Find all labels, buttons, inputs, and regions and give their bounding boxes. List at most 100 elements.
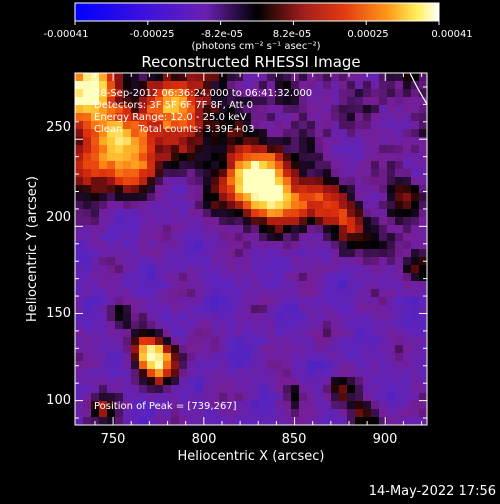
heatmap-cell — [411, 345, 420, 354]
heatmap-cell — [83, 305, 92, 314]
heatmap-cell — [419, 177, 427, 186]
heatmap-cell — [107, 169, 116, 178]
heatmap-cell — [163, 105, 172, 114]
heatmap-cell — [315, 393, 324, 402]
heatmap-cell — [371, 121, 380, 130]
heatmap-cell — [203, 401, 212, 410]
heatmap-cell — [355, 409, 364, 418]
heatmap-cell — [171, 393, 180, 402]
heatmap-cell — [195, 401, 204, 410]
heatmap-cell — [379, 265, 388, 274]
heatmap-cell — [339, 385, 348, 394]
heatmap-cell — [83, 321, 92, 330]
heatmap-cell — [411, 145, 420, 154]
heatmap-cell — [347, 73, 356, 82]
heatmap-cell — [387, 145, 396, 154]
heatmap-cell — [267, 81, 276, 90]
heatmap-cell — [219, 409, 228, 418]
heatmap-cell — [331, 121, 340, 130]
heatmap-cell — [115, 289, 124, 298]
heatmap-cell — [315, 233, 324, 242]
heatmap-cell — [363, 225, 372, 234]
heatmap-cell — [147, 313, 156, 322]
heatmap-cell — [291, 417, 300, 425]
heatmap-cell — [387, 113, 396, 122]
heatmap-cell — [339, 305, 348, 314]
heatmap-cell — [147, 361, 156, 370]
heatmap-cell — [403, 377, 412, 386]
heatmap-cell — [107, 225, 116, 234]
heatmap-cell — [387, 129, 396, 138]
heatmap-cell — [147, 321, 156, 330]
heatmap-cell — [107, 209, 116, 218]
heatmap-cell — [107, 105, 116, 114]
heatmap-cell — [179, 177, 188, 186]
heatmap-cell — [91, 73, 100, 82]
heatmap-cell — [363, 137, 372, 146]
heatmap-cell — [107, 121, 116, 130]
heatmap-cell — [259, 97, 268, 106]
heatmap-cell — [91, 321, 100, 330]
heatmap-cell — [219, 401, 228, 410]
heatmap-cell — [147, 369, 156, 378]
heatmap-cell — [299, 257, 308, 266]
heatmap-cell — [419, 353, 427, 362]
heatmap-cell — [131, 153, 140, 162]
heatmap-cell — [379, 273, 388, 282]
heatmap-cell — [123, 353, 132, 362]
heatmap-cell — [187, 105, 196, 114]
heatmap-cell — [115, 161, 124, 170]
heatmap-cell — [75, 289, 84, 298]
heatmap-cell — [251, 137, 260, 146]
heatmap-cell — [267, 145, 276, 154]
heatmap-cell — [419, 89, 427, 98]
heatmap-cell — [307, 81, 316, 90]
heatmap-cell — [75, 369, 84, 378]
heatmap-cell — [99, 409, 108, 418]
heatmap-cell — [355, 297, 364, 306]
heatmap-cell — [387, 305, 396, 314]
heatmap-cell — [291, 209, 300, 218]
heatmap-cell — [347, 361, 356, 370]
heatmap-cell — [267, 89, 276, 98]
heatmap-cell — [139, 417, 148, 425]
heatmap-cell — [283, 145, 292, 154]
heatmap-cell — [107, 249, 116, 258]
heatmap-cell — [195, 369, 204, 378]
heatmap-cell — [147, 129, 156, 138]
heatmap-cell — [403, 113, 412, 122]
heatmap-cell — [131, 321, 140, 330]
heatmap-cell — [163, 209, 172, 218]
heatmap-cell — [211, 161, 220, 170]
heatmap-cell — [267, 401, 276, 410]
heatmap-cell — [99, 321, 108, 330]
heatmap-cell — [379, 297, 388, 306]
heatmap-cell — [235, 305, 244, 314]
heatmap-cell — [203, 121, 212, 130]
heatmap-cell — [395, 361, 404, 370]
heatmap-cell — [91, 401, 100, 410]
heatmap-cell — [403, 153, 412, 162]
heatmap-cell — [347, 417, 356, 425]
heatmap-cell — [299, 281, 308, 290]
heatmap-cell — [371, 249, 380, 258]
heatmap-cell — [251, 105, 260, 114]
heatmap-cell — [131, 113, 140, 122]
heatmap-cell — [147, 329, 156, 338]
heatmap-cell — [179, 273, 188, 282]
heatmap-cell — [323, 73, 332, 82]
heatmap-cell — [283, 281, 292, 290]
heatmap-cell — [155, 153, 164, 162]
heatmap-cell — [235, 345, 244, 354]
heatmap-cell — [291, 361, 300, 370]
heatmap-cell — [339, 225, 348, 234]
heatmap-cell — [75, 313, 84, 322]
heatmap-cell — [163, 89, 172, 98]
heatmap-cell — [227, 169, 236, 178]
heatmap-cell — [107, 409, 116, 418]
heatmap-cell — [131, 417, 140, 425]
heatmap-cell — [83, 73, 92, 82]
heatmap-cell — [83, 249, 92, 258]
heatmap-cell — [83, 361, 92, 370]
heatmap-cell — [147, 417, 156, 425]
